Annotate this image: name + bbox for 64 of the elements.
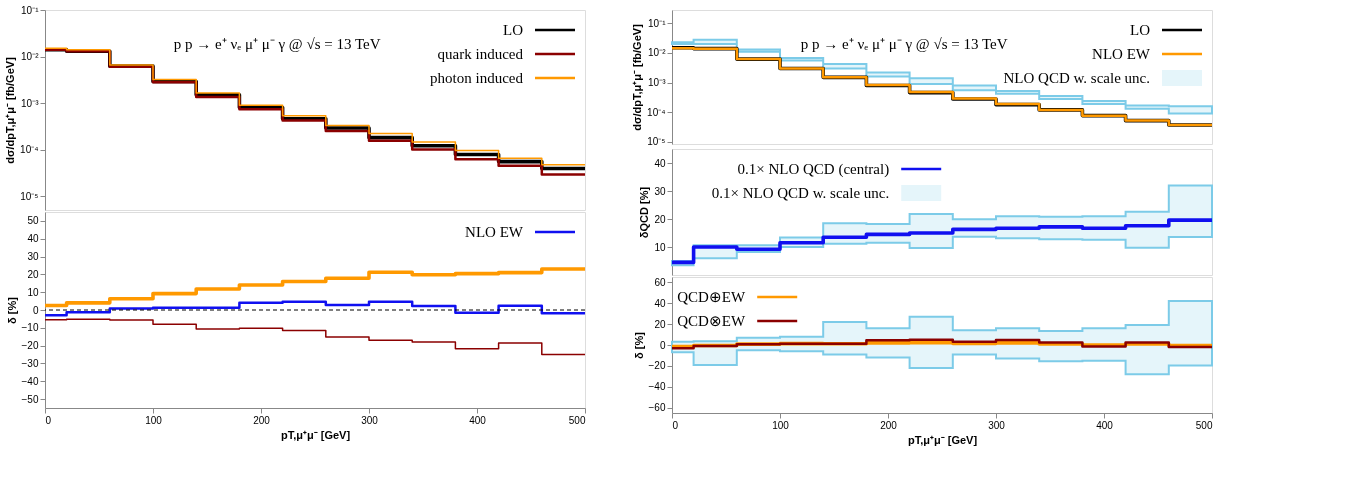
- x-axis-title: pT,μ⁺μ⁻ [GeV]: [280, 428, 351, 441]
- y-axis-title: dσ/dpT,μ⁺μ⁻ [fb/GeV]: [4, 56, 17, 164]
- annotation: p p → e⁺ νₑ μ⁺ μ⁻ γ @ √s = 13 TeV: [173, 36, 381, 52]
- annotation: p p → e⁺ νₑ μ⁺ μ⁻ γ @ √s = 13 TeV: [800, 36, 1008, 52]
- x-axis-title: pT,μ⁺μ⁻ [GeV]: [907, 433, 978, 446]
- y-tick-label: −20: [21, 340, 39, 352]
- y-tick-label: 20: [27, 268, 39, 280]
- legend-label: NLO QCD w. scale unc.: [1003, 70, 1150, 86]
- y-tick-label: 10⁻⁵: [20, 190, 39, 202]
- y-tick-label: −20: [648, 360, 666, 372]
- legend-label: 0.1× NLO QCD (central): [737, 161, 890, 178]
- x-tick-label: 500: [1195, 419, 1213, 431]
- y-tick-label: 40: [654, 297, 666, 309]
- y-axis-title: δQCD [%]: [638, 186, 651, 239]
- legend-label: quark induced: [437, 46, 524, 62]
- y-tick-label: −10: [21, 322, 39, 334]
- y-tick-label: −40: [648, 381, 666, 393]
- y-tick-label: 10⁻³: [21, 97, 40, 109]
- y-tick-label: 0: [32, 304, 39, 316]
- y-tick-label: 10⁻³: [648, 77, 667, 89]
- y-tick-label: 10⁻¹: [21, 4, 40, 16]
- y-tick-label: 30: [654, 185, 666, 197]
- y-tick-label: 10⁻⁵: [647, 136, 666, 148]
- y-axis-title: δ [%]: [5, 296, 18, 324]
- legend-label: LO: [503, 22, 524, 38]
- legend-label: LO: [1130, 22, 1151, 38]
- legend-label: QCD⊕EW: [677, 289, 747, 305]
- y-tick-label: 10: [27, 286, 39, 298]
- y-axis-title: δ [%]: [632, 331, 645, 359]
- y-tick-label: 10⁻²: [21, 51, 40, 62]
- y-tick-label: 10⁻²: [648, 47, 667, 59]
- x-tick-label: 0: [45, 414, 52, 426]
- y-tick-label: 50: [27, 215, 39, 227]
- y-tick-label: 10⁻⁴: [20, 144, 39, 155]
- x-tick-label: 100: [772, 419, 790, 431]
- legend-label: QCD⊗EW: [677, 313, 747, 329]
- x-tick-label: 300: [988, 419, 1006, 431]
- x-tick-label: 500: [568, 414, 586, 426]
- x-tick-label: 100: [145, 414, 163, 426]
- y-tick-label: 20: [654, 213, 666, 225]
- x-tick-label: 0: [672, 419, 679, 431]
- y-tick-label: 10⁻⁴: [647, 106, 666, 118]
- y-tick-label: 60: [654, 276, 666, 288]
- y-tick-label: 0: [659, 339, 666, 351]
- legend-label: NLO EW: [465, 224, 524, 240]
- x-tick-label: 200: [253, 414, 271, 426]
- y-tick-label: −30: [21, 357, 39, 369]
- x-tick-label: 400: [1096, 419, 1114, 431]
- y-tick-label: 40: [27, 233, 39, 245]
- y-tick-label: 10: [654, 241, 666, 253]
- x-tick-label: 200: [880, 419, 898, 431]
- y-tick-label: 10⁻¹: [648, 17, 667, 29]
- y-tick-label: −40: [21, 375, 39, 387]
- y-tick-label: −50: [21, 393, 39, 405]
- y-tick-label: 20: [654, 318, 666, 330]
- legend-label: 0.1× NLO QCD w. scale unc.: [711, 185, 890, 201]
- legend-label: NLO EW: [1092, 46, 1151, 62]
- legend-label: photon induced: [430, 70, 524, 86]
- x-tick-label: 400: [469, 414, 487, 426]
- y-tick-label: 40: [654, 157, 666, 169]
- y-axis-title: dσ/dpT,μ⁺μ⁻ [fb/GeV]: [631, 23, 644, 131]
- y-tick-label: −60: [648, 402, 666, 414]
- x-tick-label: 300: [361, 414, 379, 426]
- y-tick-label: 30: [27, 251, 39, 263]
